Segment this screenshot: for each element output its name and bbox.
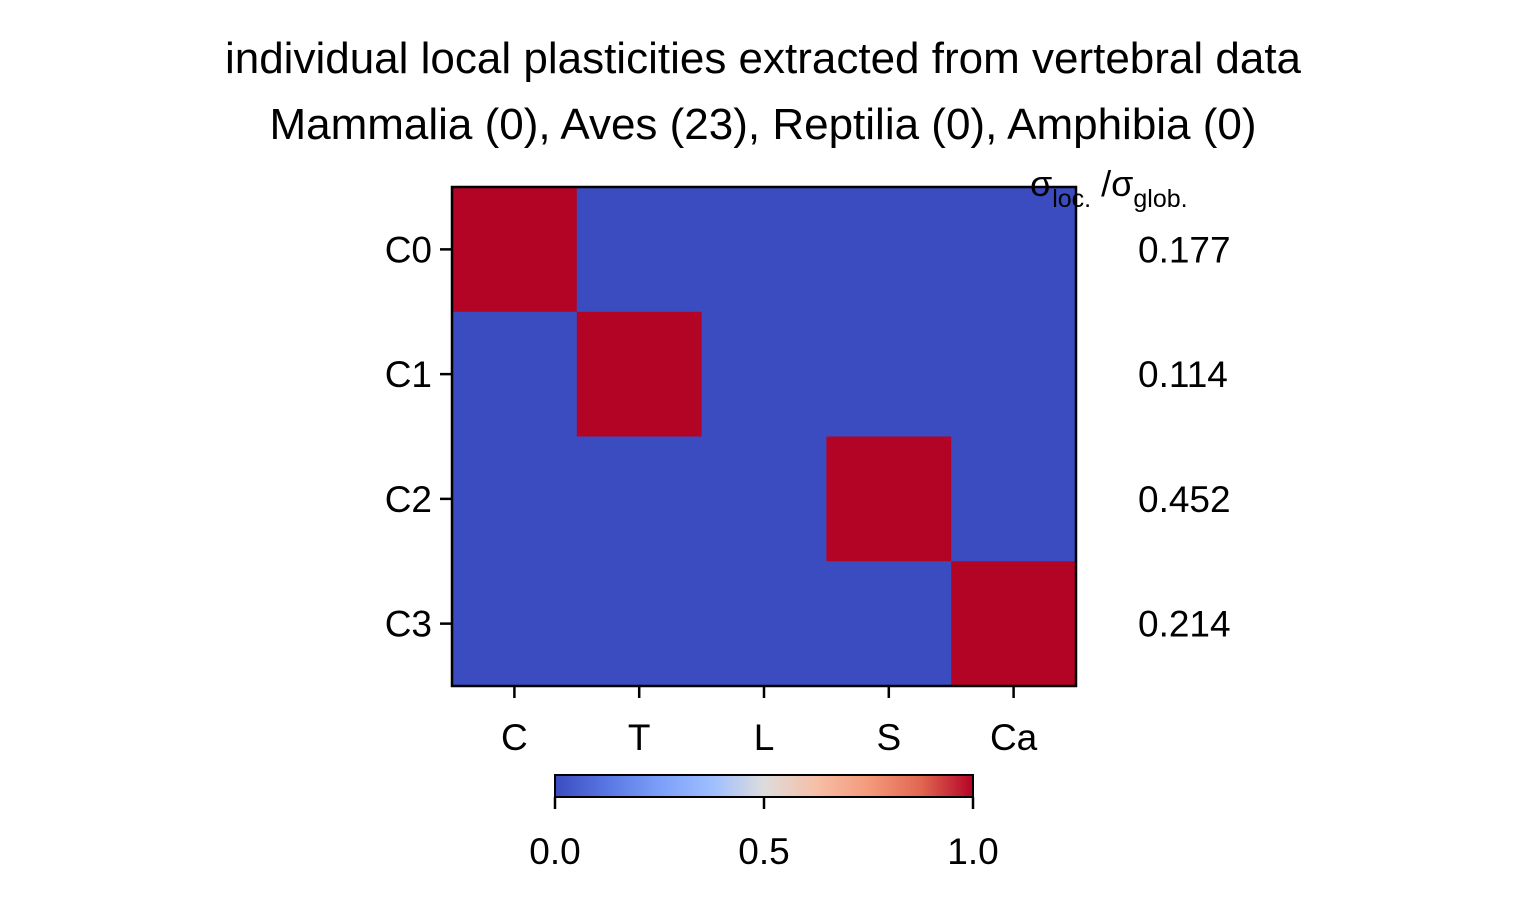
heatmap-cell-c3-l — [701, 561, 827, 687]
heatmap-cell-c2-c — [452, 436, 578, 562]
heatmap-cell-c3-t — [576, 561, 703, 687]
heatmap-cell-c0-s — [826, 187, 952, 313]
y-axis: C0 C1 C2 C3 — [385, 229, 452, 645]
x-tick-label: L — [754, 717, 775, 758]
ratio-header-sub-glob: glob. — [1133, 185, 1187, 213]
colorbar-tick-label: 0.5 — [738, 831, 789, 872]
colorbar-tick-label: 1.0 — [947, 831, 998, 872]
y-tick-label: C0 — [385, 229, 432, 270]
y-tick-label: C3 — [385, 604, 432, 645]
chart-title-line-2: Mammalia (0), Aves (23), Reptilia (0), A… — [269, 100, 1256, 149]
heatmap-cell-c2-ca — [951, 436, 1077, 562]
colorbar — [554, 774, 974, 798]
colorbar-tick-label: 0.0 — [529, 831, 580, 872]
heatmap-cell-c1-ca — [951, 311, 1077, 438]
x-tick-label: S — [876, 717, 901, 758]
row-ratio-value: 0.177 — [1138, 229, 1231, 270]
heatmap-cell-c3-s — [826, 561, 952, 687]
row-ratio-column: 0.177 0.114 0.452 0.214 — [1138, 229, 1231, 644]
ratio-header-sub-loc: loc. — [1052, 185, 1091, 213]
ratio-header: σloc. /σglob. — [1030, 163, 1188, 213]
heatmap-cell-c0-c — [452, 187, 578, 313]
x-tick-label: Ca — [990, 717, 1038, 758]
x-axis: C T L S Ca — [501, 686, 1038, 758]
heatmap-cell-c2-t — [576, 436, 703, 562]
chart-title-line-1: individual local plasticities extracted … — [225, 34, 1302, 83]
heatmap-cell-c3-ca — [951, 561, 1077, 687]
row-ratio-value: 0.114 — [1138, 354, 1228, 395]
x-tick-label: T — [628, 717, 651, 758]
heatmap-cell-c2-s — [826, 436, 952, 562]
heatmap-cell-c0-l — [701, 187, 827, 313]
y-tick-label: C1 — [385, 354, 432, 395]
heatmap-cells — [452, 187, 1077, 687]
heatmap-cell-c0-t — [576, 187, 703, 313]
x-tick-label: C — [501, 717, 528, 758]
colorbar-axis: 0.0 0.5 1.0 — [529, 797, 999, 872]
ratio-header-sep: /σ — [1091, 163, 1133, 204]
heatmap-cell-c1-l — [701, 311, 827, 438]
ratio-header-sigma: σ — [1030, 163, 1052, 204]
row-ratio-value: 0.214 — [1138, 604, 1231, 645]
heatmap-cell-c2-l — [701, 436, 827, 562]
heatmap-cell-c0-ca — [951, 187, 1077, 313]
heatmap-cell-c1-t — [576, 311, 703, 438]
row-ratio-value: 0.452 — [1138, 479, 1231, 520]
heatmap-cell-c1-c — [452, 311, 578, 438]
heatmap-cell-c1-s — [826, 311, 952, 438]
heatmap-cell-c3-c — [452, 561, 578, 687]
y-tick-label: C2 — [385, 479, 432, 520]
